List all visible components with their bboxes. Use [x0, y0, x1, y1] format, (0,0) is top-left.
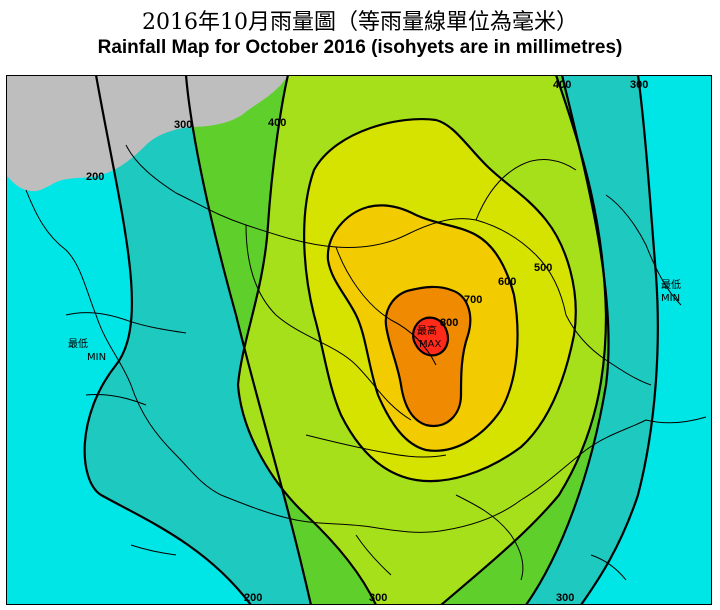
isohyet-lines — [83, 75, 659, 605]
isohyet-label-700: 700 — [464, 294, 482, 306]
rainfall-band-300-400 — [186, 75, 609, 605]
isohyet-label-500: 500 — [534, 262, 552, 274]
isohyet-label-300-right: 300 — [630, 79, 648, 91]
mainland-land — [6, 75, 288, 192]
map-title-english: Rainfall Map for October 2016 (isohyets … — [97, 37, 623, 58]
isohyet-label-200-left: 200 — [86, 171, 104, 183]
rainfall-band-700-800 — [385, 286, 471, 426]
min-label-left-en: MIN — [87, 352, 106, 363]
title-block: 2016年10月雨量圖（等雨量線單位為毫米） Rainfall Map for … — [0, 0, 720, 72]
rainfall-band-200-300-east — [526, 75, 658, 605]
coastlines — [25, 144, 707, 581]
isohyet-label-400-top: 400 — [268, 117, 286, 129]
max-label-zh: 最高 — [417, 324, 437, 337]
map-border — [6, 75, 712, 605]
rainfall-map: 200 300 400 400 300 500 600 700 800 200 … — [6, 75, 712, 605]
isohyet-label-300-bottom-mid: 300 — [369, 592, 387, 604]
isohyet-label-200-bottom: 200 — [244, 592, 262, 604]
isohyet-label-300-bottom-right: 300 — [556, 592, 574, 604]
min-label-right-zh: 最低 — [661, 278, 681, 291]
min-label-right-en: MIN — [661, 293, 680, 304]
min-label-left-zh: 最低 — [68, 337, 88, 350]
isohyet-label-300-left: 300 — [174, 119, 192, 131]
max-label-en: MAX — [419, 339, 441, 350]
rainfall-band-200-300 — [84, 75, 312, 605]
isohyet-label-400-right: 400 — [553, 79, 571, 91]
isohyet-label-600: 600 — [498, 276, 516, 288]
map-title-chinese: 2016年10月雨量圖（等雨量線單位為毫米） — [142, 10, 578, 35]
isohyet-label-800: 800 — [440, 317, 458, 329]
rainfall-band-gt800 — [413, 317, 448, 356]
